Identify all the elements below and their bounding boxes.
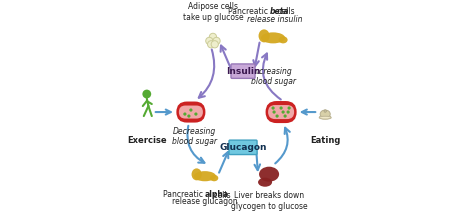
Circle shape [283,114,287,118]
Ellipse shape [319,116,331,119]
Text: Pancreatic: Pancreatic [163,190,205,199]
Circle shape [211,41,219,48]
Circle shape [187,114,191,118]
Text: Adipose cells
take up glucose: Adipose cells take up glucose [182,2,243,22]
Circle shape [206,37,213,45]
Circle shape [272,106,275,110]
FancyBboxPatch shape [176,101,205,123]
FancyBboxPatch shape [265,101,297,123]
Text: alpha: alpha [205,190,229,199]
Circle shape [213,37,220,45]
Text: Exercise: Exercise [127,136,166,145]
Ellipse shape [191,168,202,180]
Ellipse shape [194,171,216,181]
Text: beta: beta [270,7,290,16]
Circle shape [275,114,279,118]
Text: Decreasing
blood sugar: Decreasing blood sugar [173,127,218,146]
Ellipse shape [261,32,285,43]
Circle shape [282,111,285,114]
Circle shape [194,112,198,116]
Text: Insulin: Insulin [226,67,260,76]
Text: release insulin: release insulin [247,15,303,24]
Text: Eating: Eating [310,136,340,145]
Circle shape [189,108,192,112]
FancyBboxPatch shape [229,140,257,155]
Text: Pancreatic: Pancreatic [228,7,270,16]
Circle shape [324,110,327,112]
Circle shape [208,41,215,48]
Ellipse shape [258,178,272,187]
Circle shape [210,33,217,40]
Text: Increasing
blood sugar: Increasing blood sugar [251,67,296,86]
FancyBboxPatch shape [231,64,255,78]
Circle shape [142,90,151,98]
Circle shape [183,112,186,116]
Ellipse shape [258,29,270,42]
Circle shape [273,111,276,114]
Ellipse shape [279,36,288,43]
Circle shape [286,111,290,114]
Ellipse shape [259,167,279,182]
Ellipse shape [319,115,331,119]
Ellipse shape [320,110,330,118]
Circle shape [288,106,291,110]
Circle shape [280,106,283,110]
Text: cells: cells [211,191,231,200]
Ellipse shape [210,175,219,181]
Text: Liver breaks down
glycogen to glucose: Liver breaks down glycogen to glucose [231,191,307,211]
Text: Glucagon: Glucagon [219,143,267,152]
FancyBboxPatch shape [179,106,203,118]
Text: release glucagon: release glucagon [172,197,238,206]
Text: cells: cells [275,7,295,16]
FancyBboxPatch shape [268,105,294,119]
